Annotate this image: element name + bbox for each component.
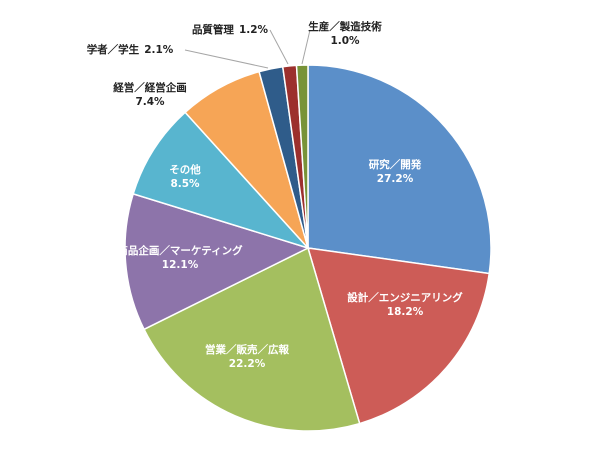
pie-slice (306, 247, 491, 425)
data-label: 学者／学生 2.1% (87, 43, 174, 56)
value-label: 2.1% (144, 44, 174, 56)
category-label: 研究／開発 (369, 158, 422, 171)
pie-slice (143, 246, 361, 432)
category-label: 生産／製造技術 (308, 20, 382, 33)
pie-slice (307, 64, 492, 275)
value-label: 12.1% (162, 259, 199, 271)
pie-slice (124, 192, 311, 331)
value-label: 27.2% (377, 173, 414, 185)
value-label: 7.4% (135, 96, 165, 108)
value-label: 1.2% (239, 24, 269, 36)
category-label: 品質管理 (192, 23, 234, 36)
value-label: 18.2% (387, 306, 424, 318)
value-label: 8.5% (170, 178, 200, 190)
category-label: 設計／エンジニアリング (347, 291, 463, 304)
category-label: 学者／学生 (87, 43, 140, 56)
value-label: 22.2% (229, 358, 266, 370)
category-label: 経営／経営企画 (113, 81, 187, 94)
pie-slice (295, 64, 309, 249)
category-label: その他 (169, 163, 201, 176)
leader-line (184, 49, 269, 69)
leader-line (269, 29, 289, 65)
pie-slice (132, 111, 311, 250)
value-label: 1.0% (330, 35, 360, 47)
category-label: 営業／販売／広報 (205, 343, 289, 356)
category-label: 商品企画／マーケティング (117, 244, 243, 257)
leader-line (301, 29, 311, 65)
data-label: 品質管理 1.2% (192, 23, 269, 36)
